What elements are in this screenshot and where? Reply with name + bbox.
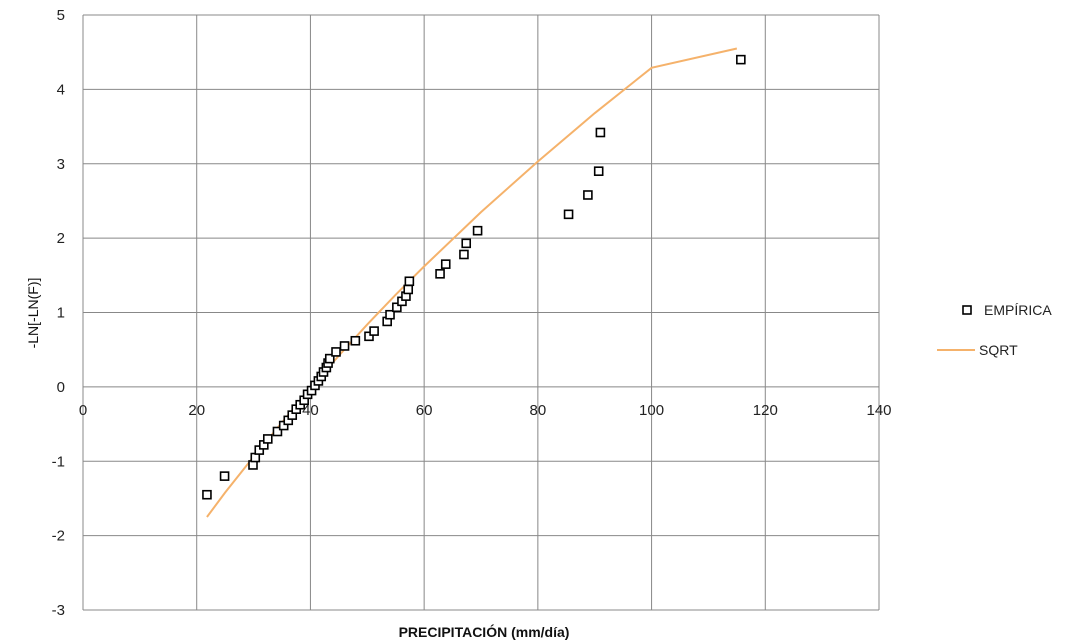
y-tick-label-4: 1 [57, 305, 65, 322]
y-tick-label-6: 3 [57, 156, 65, 173]
empirica-point-35 [435, 269, 445, 279]
y-tick-label-8: 5 [57, 7, 65, 24]
empirica-point-37 [459, 249, 469, 260]
sqrt-line [206, 47, 738, 518]
legend-marker-empirica [962, 305, 972, 315]
empirica-point-1 [219, 471, 230, 481]
empirica-point-36 [440, 259, 451, 269]
empirica-series-points-group [202, 54, 746, 500]
y-tick-label-7: 4 [57, 81, 65, 98]
empirica-point-44 [736, 54, 746, 65]
empirica-point-0 [202, 489, 212, 500]
empirica-point-30 [392, 302, 402, 313]
empirica-point-7 [272, 426, 283, 437]
x-tick-label-0: 0 [79, 402, 87, 419]
legend-label-sqrt: SQRT [979, 342, 1018, 358]
empirica-point-24 [339, 341, 350, 351]
y-tick-label-0: -3 [52, 602, 65, 619]
empirica-point-29 [385, 309, 395, 320]
empirica-point-43 [595, 127, 606, 138]
y-tick-label-2: -1 [52, 453, 65, 470]
y-tick-label-5: 2 [57, 230, 65, 247]
empirica-point-42 [593, 166, 604, 176]
empirica-point-34 [404, 276, 415, 287]
x-tick-label-5: 100 [639, 402, 664, 419]
x-tick-label-6: 120 [753, 402, 778, 419]
y-axis-label: -LN[-LN(F)] [25, 278, 41, 349]
x-axis-label: PRECIPITACIÓN (mm/día) [399, 623, 570, 640]
empirica-point-26 [364, 331, 374, 342]
x-tick-label-1: 20 [188, 402, 205, 419]
legend: EMPÍRICA SQRT [937, 302, 1052, 358]
empirica-point-41 [583, 190, 593, 200]
empirica-point-23 [331, 347, 341, 357]
x-tick-label-7: 140 [866, 402, 891, 419]
empirica-point-22 [324, 353, 335, 364]
legend-label-empirica: EMPÍRICA [984, 302, 1052, 318]
x-tick-label-4: 80 [530, 402, 547, 419]
y-tick-label-3: 0 [57, 379, 65, 396]
empirica-point-25 [350, 335, 361, 346]
empirica-point-33 [403, 284, 414, 295]
y-tick-labels: -3 -2 -1 0 1 2 3 4 5 [52, 7, 65, 619]
y-tick-label-1: -2 [52, 528, 65, 545]
x-tick-labels: 0 20 40 60 80 100 120 140 [79, 402, 892, 419]
empirica-point-39 [472, 225, 483, 236]
grid-lines [82, 14, 880, 611]
empirica-point-27 [369, 326, 379, 336]
empirica-point-40 [563, 209, 574, 220]
empirica-point-6 [262, 434, 273, 444]
sqrt-series-line-group [206, 47, 738, 518]
empirica-point-38 [461, 238, 472, 249]
x-tick-label-2: 40 [302, 402, 319, 419]
x-tick-label-3: 60 [416, 402, 433, 419]
